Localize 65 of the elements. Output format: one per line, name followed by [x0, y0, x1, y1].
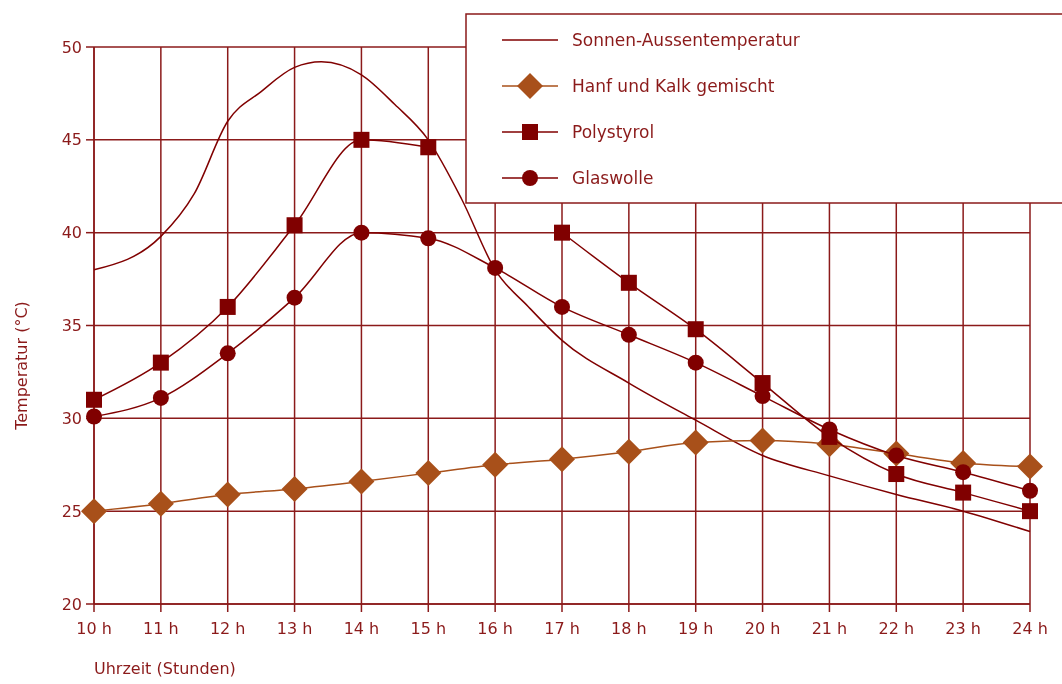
- point: [219, 298, 236, 315]
- y-tick-label: 35: [61, 316, 82, 336]
- x-tick-label: 12 h: [209, 619, 246, 638]
- legend-label: Polystyrol: [572, 121, 655, 142]
- x-tick-label: 13 h: [276, 619, 313, 638]
- point: [152, 389, 169, 406]
- point: [754, 375, 771, 392]
- legend-label: Hanf und Kalk gemischt: [572, 75, 775, 96]
- point: [487, 259, 504, 276]
- x-tick-label: 22 h: [878, 619, 915, 638]
- legend-label: Glaswolle: [572, 167, 654, 188]
- point: [147, 490, 174, 517]
- y-axis-title: Temperatur (°C): [12, 301, 31, 431]
- point: [286, 289, 303, 306]
- x-tick-label: 20 h: [744, 619, 781, 638]
- point: [554, 224, 570, 241]
- x-axis-title: Uhrzeit (Stunden): [94, 659, 236, 678]
- point: [620, 274, 637, 291]
- point: [554, 298, 570, 315]
- point: [281, 475, 308, 502]
- x-tick-label: 21 h: [811, 619, 848, 638]
- y-tick-label: 25: [61, 501, 82, 521]
- y-tick-label: 40: [61, 223, 82, 243]
- point: [420, 230, 437, 247]
- y-tick-label: 20: [61, 594, 82, 614]
- point: [353, 224, 370, 241]
- point: [549, 446, 575, 473]
- x-tick-label: 24 h: [1012, 619, 1048, 638]
- point: [888, 466, 905, 483]
- point: [286, 217, 303, 234]
- point: [749, 427, 776, 454]
- x-tick-label: 14 h: [343, 619, 380, 638]
- x-tick-label: 11 h: [143, 619, 179, 638]
- point: [152, 354, 169, 371]
- point: [1022, 503, 1038, 520]
- point: [348, 468, 375, 495]
- x-tick-label: 23 h: [945, 619, 981, 638]
- point: [415, 460, 442, 487]
- y-tick-label: 50: [61, 37, 82, 57]
- point: [687, 354, 704, 371]
- x-tick-label: 16 h: [477, 619, 513, 638]
- point: [615, 438, 642, 465]
- point: [86, 391, 102, 408]
- point: [86, 408, 102, 425]
- point: [687, 321, 704, 338]
- point: [219, 345, 236, 362]
- point: [682, 429, 709, 456]
- y-tick-label: 30: [61, 408, 82, 428]
- y-tick-label: 45: [61, 130, 82, 150]
- point: [482, 451, 509, 478]
- point: [81, 498, 107, 525]
- point: [1017, 453, 1043, 480]
- point: [353, 131, 370, 148]
- legend-label: Sonnen-Aussentemperatur: [572, 29, 800, 50]
- point: [1022, 482, 1038, 499]
- x-tick-label: 10 h: [76, 619, 112, 638]
- point: [955, 464, 972, 481]
- point: [620, 326, 637, 343]
- point: [214, 481, 241, 508]
- x-tick-label: 19 h: [677, 619, 714, 638]
- x-tick-label: 15 h: [410, 619, 447, 638]
- x-tick-label: 18 h: [611, 619, 647, 638]
- point: [420, 139, 437, 156]
- point: [955, 484, 972, 501]
- x-tick-label: 17 h: [544, 619, 580, 638]
